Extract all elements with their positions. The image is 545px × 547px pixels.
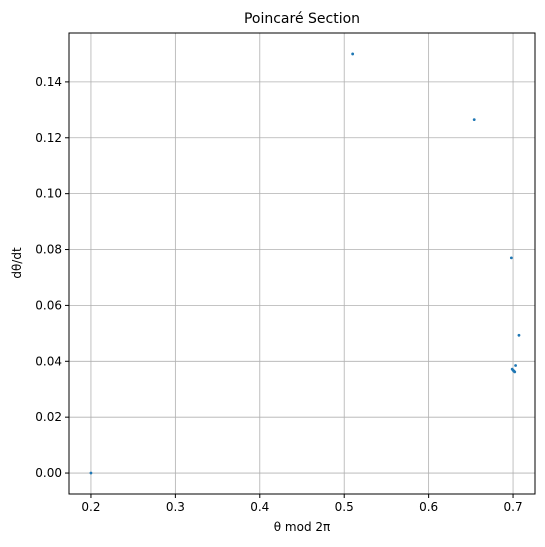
data-point	[513, 370, 517, 374]
data-point	[517, 333, 521, 337]
data-point	[514, 364, 517, 367]
y-tick-label: 0.08	[35, 243, 62, 257]
x-tick-label: 0.5	[335, 500, 354, 514]
data-point	[89, 471, 93, 475]
y-tick-label: 0.10	[35, 187, 62, 201]
grid	[69, 33, 535, 494]
x-tick-label: 0.2	[81, 500, 100, 514]
plot-area-frame	[68, 32, 536, 495]
y-tick-label: 0.12	[35, 131, 62, 145]
y-tick-label: 0.06	[35, 298, 62, 312]
data-points	[89, 52, 521, 475]
y-tick-label: 0.00	[35, 466, 62, 480]
data-point	[472, 118, 476, 122]
x-tick-label: 0.6	[419, 500, 438, 514]
x-tick-label: 0.3	[166, 500, 185, 514]
y-axis-ticks: 0.00 0.02 0.04 0.06 0.08 0.10 0.12 0.14	[35, 75, 69, 480]
x-axis-label: θ mod 2π	[274, 520, 330, 534]
y-axis-label: dθ/dt	[10, 247, 24, 279]
x-axis-ticks: 0.2 0.3 0.4 0.5 0.6 0.7	[81, 494, 523, 514]
data-point	[351, 52, 355, 56]
y-tick-label: 0.02	[35, 410, 62, 424]
data-point	[509, 256, 513, 260]
y-tick-label: 0.04	[35, 354, 62, 368]
x-tick-label: 0.4	[250, 500, 269, 514]
chart-title: Poincaré Section	[244, 11, 360, 27]
y-tick-label: 0.14	[35, 75, 62, 89]
x-tick-label: 0.7	[504, 500, 523, 514]
